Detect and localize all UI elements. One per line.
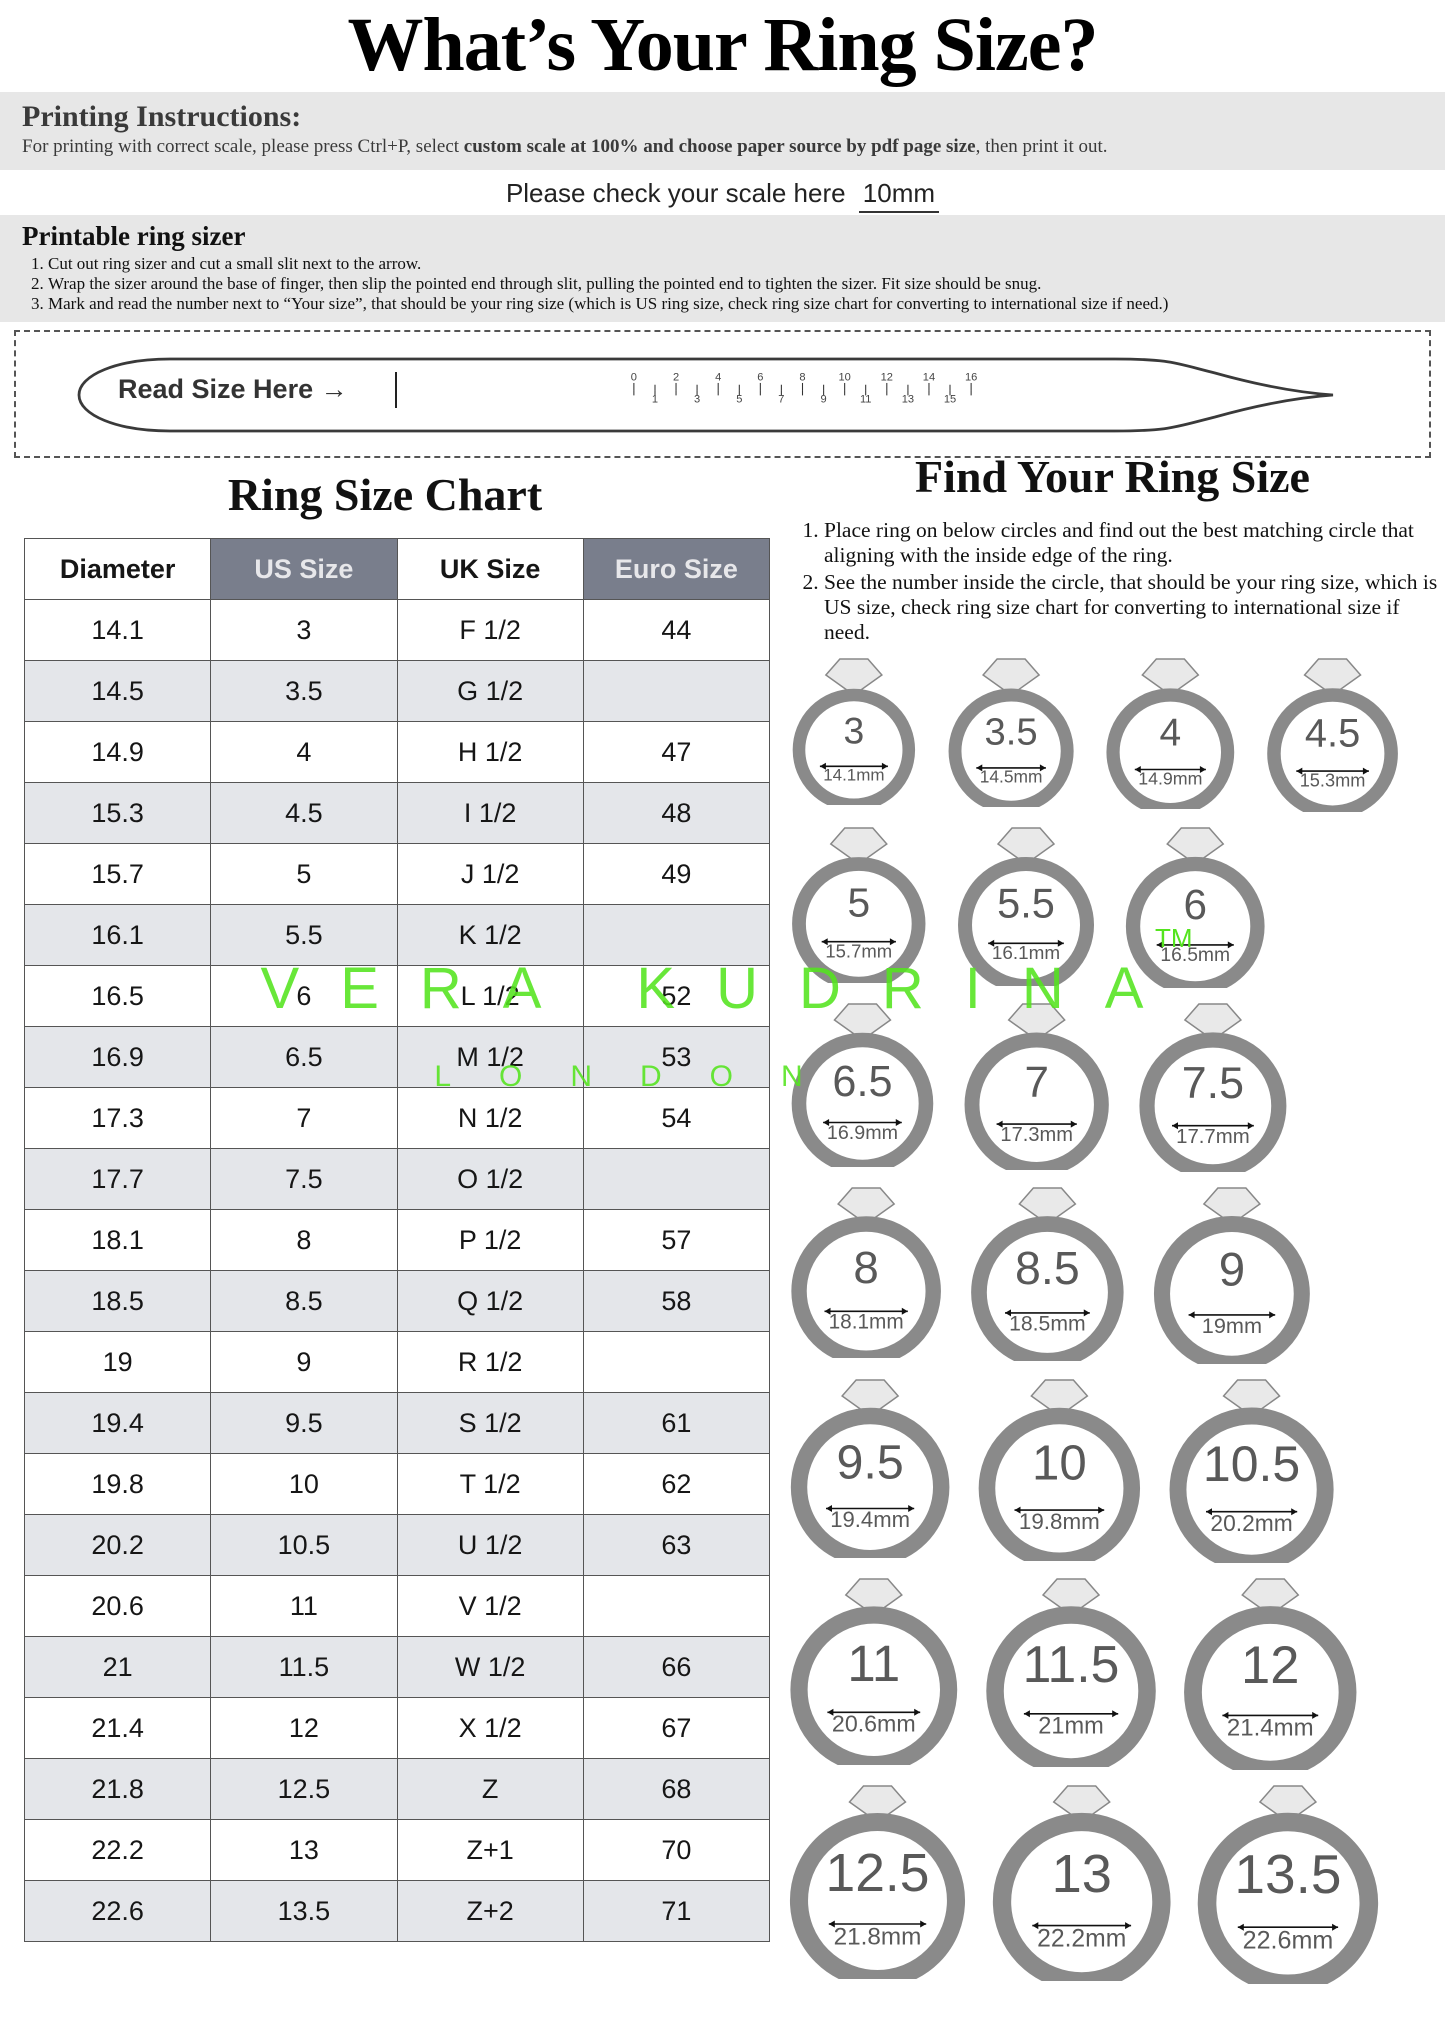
svg-text:8: 8 <box>853 1242 878 1293</box>
svg-text:17.3mm: 17.3mm <box>1000 1124 1073 1146</box>
svg-text:13.5: 13.5 <box>1235 1843 1342 1905</box>
svg-text:15.7mm: 15.7mm <box>825 940 892 961</box>
svg-text:12: 12 <box>1241 1636 1299 1695</box>
svg-text:9.5: 9.5 <box>837 1436 904 1490</box>
svg-text:16.9mm: 16.9mm <box>827 1122 898 1144</box>
svg-text:14.5mm: 14.5mm <box>980 766 1043 786</box>
svg-text:13: 13 <box>1052 1844 1112 1904</box>
svg-text:11: 11 <box>847 1635 900 1692</box>
svg-text:8.5: 8.5 <box>1015 1242 1080 1294</box>
svg-text:11.5: 11.5 <box>1022 1635 1119 1693</box>
svg-text:16: 16 <box>965 371 977 383</box>
svg-text:19.8mm: 19.8mm <box>1019 1509 1100 1534</box>
svg-text:21mm: 21mm <box>1038 1713 1104 1739</box>
svg-text:16.1mm: 16.1mm <box>991 943 1059 964</box>
svg-text:9: 9 <box>1219 1244 1245 1297</box>
svg-text:15.3mm: 15.3mm <box>1299 770 1365 790</box>
svg-text:20.2mm: 20.2mm <box>1210 1510 1292 1536</box>
svg-text:3: 3 <box>844 709 865 751</box>
svg-text:10.5: 10.5 <box>1203 1436 1300 1492</box>
svg-text:10: 10 <box>838 371 850 383</box>
svg-text:4: 4 <box>1159 711 1181 754</box>
svg-text:6: 6 <box>1183 881 1207 928</box>
svg-text:21.8mm: 21.8mm <box>834 1923 922 1950</box>
svg-text:22.2mm: 22.2mm <box>1037 1925 1126 1952</box>
svg-text:16.5mm: 16.5mm <box>1160 945 1230 966</box>
svg-text:12: 12 <box>881 371 893 383</box>
svg-text:4.5: 4.5 <box>1304 711 1359 755</box>
svg-text:6.5: 6.5 <box>832 1058 892 1106</box>
svg-text:22.6mm: 22.6mm <box>1243 1926 1334 1954</box>
svg-text:12.5: 12.5 <box>826 1844 930 1903</box>
svg-text:2: 2 <box>673 371 679 383</box>
svg-text:19mm: 19mm <box>1202 1313 1262 1338</box>
svg-text:14: 14 <box>923 371 935 383</box>
svg-text:18.5mm: 18.5mm <box>1009 1313 1086 1336</box>
svg-text:0: 0 <box>631 371 637 383</box>
svg-text:8: 8 <box>799 371 805 383</box>
svg-text:10: 10 <box>1032 1436 1087 1491</box>
svg-text:20.6mm: 20.6mm <box>832 1711 916 1737</box>
svg-text:14.1mm: 14.1mm <box>823 765 884 784</box>
svg-text:19.4mm: 19.4mm <box>830 1507 910 1532</box>
svg-text:17.7mm: 17.7mm <box>1176 1126 1250 1148</box>
svg-text:7.5: 7.5 <box>1182 1058 1244 1108</box>
svg-text:4: 4 <box>715 371 721 383</box>
svg-text:5: 5 <box>847 879 870 925</box>
svg-text:21.4mm: 21.4mm <box>1227 1715 1314 1742</box>
svg-text:5.5: 5.5 <box>997 880 1055 927</box>
svg-text:14.9mm: 14.9mm <box>1138 768 1202 788</box>
svg-text:7: 7 <box>1024 1058 1048 1107</box>
svg-text:18.1mm: 18.1mm <box>829 1311 904 1334</box>
svg-text:6: 6 <box>757 371 763 383</box>
svg-text:3.5: 3.5 <box>984 710 1037 753</box>
